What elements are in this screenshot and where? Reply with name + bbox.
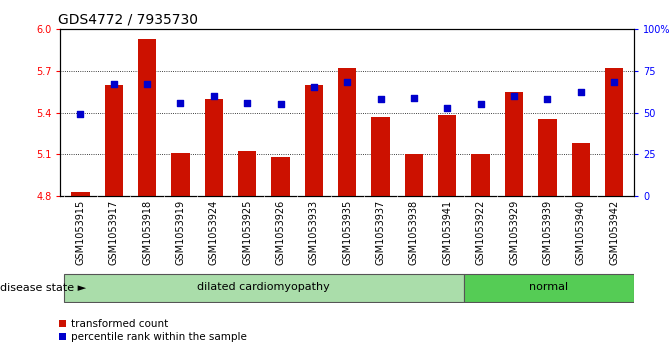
Bar	[572, 143, 590, 196]
Point	[109, 81, 119, 87]
Text: GSM1053918: GSM1053918	[142, 200, 152, 265]
Point	[375, 96, 386, 102]
Text: GSM1053941: GSM1053941	[442, 200, 452, 265]
Bar	[505, 91, 523, 196]
Bar	[605, 68, 623, 196]
Text: GSM1053924: GSM1053924	[209, 200, 219, 265]
Text: GSM1053925: GSM1053925	[242, 200, 252, 265]
Text: GSM1053929: GSM1053929	[509, 200, 519, 265]
Text: GSM1053919: GSM1053919	[176, 200, 185, 265]
Bar	[138, 39, 156, 196]
Text: GSM1053937: GSM1053937	[376, 200, 386, 265]
Text: GSM1053917: GSM1053917	[109, 200, 119, 265]
Text: GSM1053939: GSM1053939	[542, 200, 552, 265]
Text: GSM1053922: GSM1053922	[476, 200, 486, 265]
Point	[409, 95, 419, 101]
Point	[309, 85, 319, 90]
Bar	[305, 85, 323, 196]
Text: GSM1053938: GSM1053938	[409, 200, 419, 265]
Point	[442, 105, 453, 110]
Bar	[205, 99, 223, 196]
Point	[242, 99, 252, 105]
Text: GSM1053935: GSM1053935	[342, 200, 352, 265]
Bar	[372, 117, 390, 196]
Bar	[338, 68, 356, 196]
Bar	[464, 274, 634, 302]
Text: GSM1053915: GSM1053915	[75, 200, 85, 265]
Point	[209, 93, 219, 99]
Point	[75, 111, 86, 117]
Text: GSM1053942: GSM1053942	[609, 200, 619, 265]
Point	[142, 81, 152, 87]
Bar	[405, 154, 423, 196]
Bar	[71, 192, 89, 196]
Bar	[472, 154, 490, 196]
Bar	[538, 119, 556, 196]
Text: GSM1053940: GSM1053940	[576, 200, 586, 265]
Bar	[438, 115, 456, 196]
Text: normal: normal	[529, 282, 568, 292]
Point	[342, 79, 353, 85]
Point	[275, 101, 286, 107]
Point	[475, 101, 486, 107]
Text: disease state ►: disease state ►	[0, 283, 86, 293]
Bar	[105, 85, 123, 196]
Point	[609, 79, 619, 85]
Point	[575, 90, 586, 95]
Point	[509, 93, 519, 99]
Text: dilated cardiomyopathy: dilated cardiomyopathy	[197, 282, 330, 292]
Point	[542, 96, 553, 102]
Text: GDS4772 / 7935730: GDS4772 / 7935730	[58, 12, 197, 26]
Legend: transformed count, percentile rank within the sample: transformed count, percentile rank withi…	[59, 319, 247, 342]
Bar	[64, 274, 464, 302]
Text: GSM1053933: GSM1053933	[309, 200, 319, 265]
Point	[175, 99, 186, 105]
Text: GSM1053926: GSM1053926	[276, 200, 286, 265]
Bar	[238, 151, 256, 196]
Bar	[271, 157, 290, 196]
Bar	[171, 153, 190, 196]
